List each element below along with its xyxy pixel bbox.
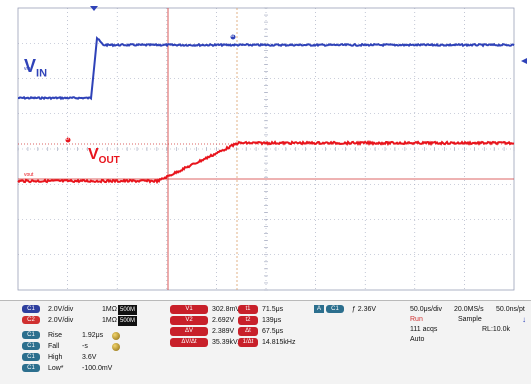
time-cursor-badge: Δt [238,327,258,336]
stat-row[interactable]: C1 Fall -s [22,342,120,352]
channel-row[interactable]: C1 2.0V/div 1MΩ 500M [22,305,138,315]
stat-name: Fall [47,343,60,350]
stat-indicator-icon [112,332,120,340]
vout-waveform [17,139,515,185]
cursor-badge: ΔV [170,327,208,336]
acquisition-count: 111 acqs [410,326,438,333]
channel-impedance: 1MΩ [102,306,117,313]
run-state[interactable]: Run [410,316,423,323]
time-cursor-value: 139μs [262,317,282,324]
arrow-down-icon: ↓ [522,315,526,324]
acquisition-readout: 50.0μs/div 20.0MS/s 50.0ns/pt ↓ Run Samp… [410,305,528,345]
vin-waveform [17,35,515,101]
vin-label: VIN [24,56,48,80]
stat-badge: C1 [22,331,40,340]
cursor-badge: V2 [170,316,208,325]
vin-channel-tag: vin [24,66,31,72]
cursor-a-label: a [231,33,234,39]
cursor-value: 302.8mV [212,306,241,313]
voltage-cursor-readout: V1 302.8mV V2 2.692V ΔV 2.389V ΔV/Δt 35.… [170,305,310,351]
time-cursor-badge: 1/Δt [238,338,258,347]
stat-row[interactable]: C1 Low* -100.0mV [22,364,112,374]
cursor-badge: ΔV/Δt [170,338,208,347]
trigger-level-marker[interactable] [521,58,527,64]
cursor-value: 2.389V [212,328,235,335]
vout-channel-tag: vout [24,172,34,178]
stat-value: -s [82,343,88,350]
stat-value: -100.0mV [82,365,113,372]
stat-name: High [47,354,63,361]
channel-scale: 2.0V/div [47,306,74,313]
record-length: RL:10.0k [482,326,511,333]
channel-bandwidth: 500M [118,316,138,326]
point-resolution: 50.0ns/pt [496,306,525,313]
time-cursor-value: 14.815kHz [262,339,296,346]
trigger-readout[interactable]: A C1 ƒ 2.36V [314,305,394,313]
channel-impedance: 1MΩ [102,317,117,324]
stat-name: Low* [47,365,64,372]
cursor-badge: V1 [170,305,208,314]
cursor-value: 2.692V [212,317,235,324]
graticule-grid [17,7,515,291]
stat-value: 1.92μs [82,332,104,339]
channel-bandwidth: 500M [118,305,138,315]
channel-badge: C2 [22,316,40,325]
stat-row[interactable]: C1 Rise 1.92μs [22,331,120,341]
trigger-position-marker[interactable] [90,6,98,11]
trigger-source-badge: C1 [325,305,344,313]
rising-edge-icon: ƒ [351,305,356,313]
time-cursor-badge: t2 [238,316,258,325]
trigger-mode: Auto [410,336,425,343]
cursor-a-marker [230,34,236,40]
stat-name: Rise [47,332,62,339]
readout-panel: C1 2.0V/div 1MΩ 500M C2 2.0V/div 1MΩ 500… [0,300,531,384]
cursor-b-label: b [66,136,69,142]
time-cursor-badge: t1 [238,305,258,314]
sample-rate: 20.0MS/s [454,306,484,313]
stat-row[interactable]: C1 High 3.6V [22,353,96,363]
stat-badge: C1 [22,364,40,373]
cursor-b-marker [65,137,71,143]
stat-badge: C1 [22,353,40,362]
stat-indicator-icon [112,343,120,351]
time-cursor-value: 71.5μs [262,306,284,313]
channel-badge: C1 [22,305,40,314]
channel-row[interactable]: C2 2.0V/div 1MΩ 500M [22,316,138,326]
vout-label: VOUT [88,146,120,167]
cursor-value: 35.39kV/s [212,339,244,346]
acquisition-mode: Sample [458,316,482,323]
trigger-level: 2.36V [357,305,377,313]
measurement-cursors [18,8,514,290]
stat-badge: C1 [22,342,40,351]
channel-scale: 2.0V/div [47,317,74,324]
timebase: 50.0μs/div [410,306,443,313]
trigger-type-icon: A [314,305,324,313]
stat-value: 3.6V [82,354,97,361]
time-cursor-value: 67.5μs [262,328,284,335]
